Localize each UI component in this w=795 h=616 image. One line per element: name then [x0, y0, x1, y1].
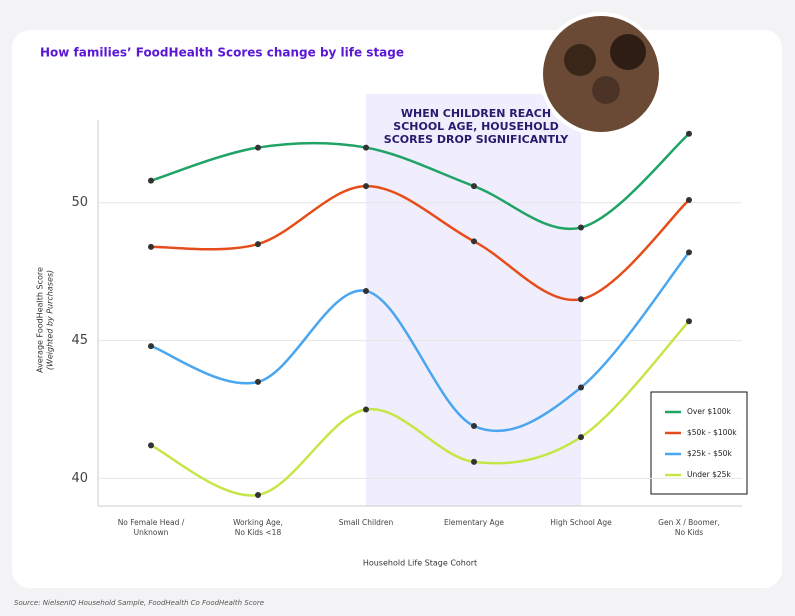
legend-label: $50k - $100k	[687, 428, 737, 437]
x-tick-label: Working Age,	[233, 518, 283, 527]
data-point	[148, 343, 154, 350]
data-point	[148, 243, 154, 250]
series-line	[150, 251, 690, 433]
x-axis-label: Household Life Stage Cohort	[363, 559, 477, 568]
data-point	[255, 144, 261, 151]
y-axis-label: Average FoodHealth Score	[36, 267, 45, 373]
photo-detail	[564, 44, 596, 76]
data-point	[363, 406, 369, 413]
series-line	[150, 184, 690, 302]
data-point	[578, 434, 584, 441]
highlight-band	[366, 94, 581, 506]
data-point	[578, 384, 584, 391]
x-tick-label: No Kids	[675, 528, 703, 537]
data-point	[255, 491, 261, 498]
data-point	[255, 241, 261, 248]
x-tick-label: Unknown	[134, 528, 169, 537]
series-line	[150, 320, 690, 497]
annotation-line: SCHOOL AGE, HOUSEHOLD	[393, 120, 558, 133]
data-point	[686, 249, 692, 256]
photo-detail	[592, 76, 620, 104]
legend-label: $25k - $50k	[687, 449, 732, 458]
x-tick-label: Gen X / Boomer,	[658, 518, 720, 527]
x-tick-label: No Female Head /	[118, 518, 185, 527]
data-point	[363, 144, 369, 151]
x-tick-label: High School Age	[550, 518, 612, 527]
legend-label: Under $25k	[687, 470, 731, 479]
legend-label: Over $100k	[687, 407, 732, 416]
data-point	[148, 177, 154, 184]
x-tick-label: No Kids <18	[235, 528, 282, 537]
chart-title: How families’ FoodHealth Scores change b…	[40, 46, 404, 60]
series-line	[150, 132, 690, 231]
annotation-line: WHEN CHILDREN REACH	[401, 107, 551, 120]
data-point	[255, 378, 261, 385]
data-point	[471, 458, 477, 465]
data-point	[578, 224, 584, 231]
data-point	[363, 183, 369, 190]
x-tick-label: Small Children	[339, 518, 394, 527]
photo-detail	[610, 34, 646, 70]
data-point	[363, 287, 369, 294]
data-point	[148, 442, 154, 449]
y-tick-label: 50	[71, 195, 88, 210]
data-point	[686, 196, 692, 203]
data-point	[686, 318, 692, 325]
y-tick-label: 40	[71, 471, 88, 486]
data-point	[578, 296, 584, 303]
source: Source: NielsenIQ Household Sample, Food…	[14, 599, 264, 607]
legend-box	[650, 391, 748, 495]
data-point	[686, 130, 692, 137]
annotation-line: SCORES DROP SIGNIFICANTLY	[384, 133, 569, 146]
data-point	[471, 423, 477, 430]
x-tick-label: Elementary Age	[444, 518, 504, 527]
photo	[543, 16, 659, 132]
y-axis-sublabel: (Weighted by Purchases)	[46, 270, 55, 370]
data-point	[471, 183, 477, 190]
y-tick-label: 45	[71, 333, 88, 348]
data-point	[471, 238, 477, 245]
